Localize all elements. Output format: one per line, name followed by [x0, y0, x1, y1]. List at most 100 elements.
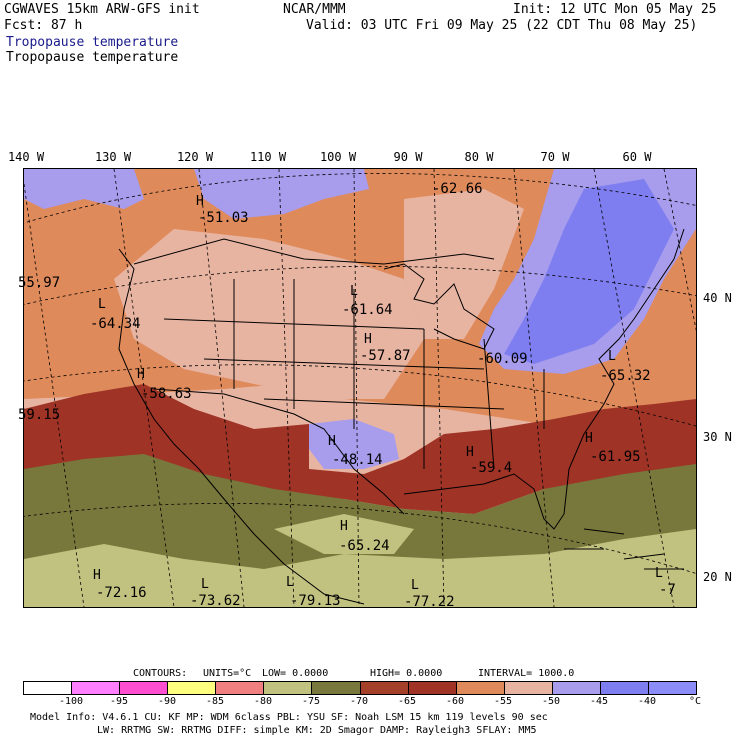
- color-scale-label: -85: [205, 696, 225, 707]
- color-scale-swatch: [360, 682, 409, 694]
- valid-time: Valid: 03 UTC Fri 09 May 25 (22 CDT Thu …: [306, 18, 698, 33]
- model-info-line: Model Info: V4.6.1 CU: KF MP: WDM 6class…: [30, 712, 548, 723]
- lon-label-120w: 120 W: [176, 150, 214, 164]
- lat-label-40n: 40 N: [703, 291, 732, 305]
- state-boundaries: [163, 279, 545, 470]
- graticule-meridian-50w: [663, 169, 696, 332]
- contours-label: CONTOURS:: [133, 668, 188, 679]
- graticule-parallel-50n: [24, 173, 696, 224]
- color-scale-label: -45: [589, 696, 609, 707]
- tropopause-temperature-map: [24, 169, 696, 607]
- center-value-11: -48.14: [332, 452, 383, 468]
- color-scale-label: -90: [157, 696, 177, 707]
- center-value-18: -77.22: [404, 594, 455, 610]
- color-scale-swatch: [456, 682, 505, 694]
- color-scale-label: -60: [445, 696, 465, 707]
- us-mexico-border: [153, 388, 405, 515]
- contours-high: HIGH= 0.0000: [370, 668, 443, 679]
- color-scale-bar: [23, 681, 697, 695]
- lon-label-110w: 110 W: [249, 150, 287, 164]
- center-value-4: -64.34: [90, 316, 141, 332]
- graticule-meridian-130w: [24, 183, 85, 607]
- color-scale-label: -95: [109, 696, 129, 707]
- center-marker-9: H: [137, 367, 145, 382]
- center-value-19: -7: [659, 582, 676, 598]
- color-scale-swatch: [600, 682, 650, 694]
- center-marker-6: H: [364, 332, 372, 347]
- graticule-meridian-70w: [513, 169, 555, 607]
- contours-interval: INTERVAL= 1000.0: [478, 668, 575, 679]
- color-scale-swatch: [24, 682, 73, 694]
- color-scale-swatch: [72, 682, 121, 694]
- graticule-parallel-20n: [24, 503, 696, 574]
- lon-label-140w: 140 W: [7, 150, 45, 164]
- shade-dark-red-band: [24, 384, 696, 514]
- lat-label-20n: 20 N: [703, 570, 732, 584]
- center-marker-8: L: [608, 349, 616, 364]
- gulf-east-coastline: [403, 228, 685, 530]
- shade-purple-pacific: [24, 169, 144, 209]
- color-scale-label: -80: [253, 696, 273, 707]
- color-scale-label: -50: [541, 696, 561, 707]
- shade-salmon-central: [114, 229, 424, 399]
- shade-khaki-gulf: [274, 514, 414, 554]
- forecast-hour: Fcst: 87 h: [4, 18, 83, 33]
- center-value-10: 59.15: [18, 407, 61, 423]
- center-value-16: -73.62: [190, 593, 241, 609]
- graticule-meridian-90w: [353, 169, 360, 607]
- center-value-14: -65.24: [339, 538, 390, 554]
- center-marker-16: L: [201, 577, 209, 592]
- center-marker-5: L: [350, 284, 358, 299]
- color-scale-swatch: [312, 682, 361, 694]
- graticule-meridian-80w: [433, 169, 445, 607]
- shade-khaki-south: [24, 529, 696, 607]
- lon-label-70w: 70 W: [540, 150, 570, 164]
- lon-label-90w: 90 W: [393, 150, 423, 164]
- center-label: NCAR/MMM: [283, 2, 346, 17]
- center-value-3: 55.97: [18, 275, 61, 291]
- center-marker-18: L: [411, 578, 419, 593]
- center-marker-4: L: [98, 297, 106, 312]
- model-title: CGWAVES 15km ARW-GFS init: [4, 2, 200, 17]
- center-value-6: -57.87: [360, 348, 411, 364]
- center-marker-11: H: [328, 434, 336, 449]
- color-scale-swatch: [649, 682, 697, 694]
- center-marker-13: H: [585, 431, 593, 446]
- us-canada-border: [133, 238, 495, 265]
- lon-label-60w: 60 W: [622, 150, 652, 164]
- shade-salmon-lakes: [404, 189, 524, 339]
- graticule-meridian-100w: [278, 169, 295, 607]
- color-scale-swatch: [408, 682, 457, 694]
- lat-label-30n: 30 N: [703, 430, 732, 444]
- center-value-13: -61.95: [590, 449, 641, 465]
- graticule-meridian-110w: [198, 169, 245, 607]
- graticule-parallel-40n: [24, 265, 696, 305]
- center-marker-14: H: [340, 519, 348, 534]
- color-scale-label: -75: [301, 696, 321, 707]
- caribbean-islands: [564, 528, 684, 570]
- field-title-contour: Tropopause temperature: [6, 50, 179, 65]
- center-value-9: -58.63: [141, 386, 192, 402]
- political-boundaries: [118, 228, 685, 605]
- center-value-2: -62.66: [432, 181, 483, 197]
- lon-label-130w: 130 W: [94, 150, 132, 164]
- color-scale-label: -65: [397, 696, 417, 707]
- center-value-5: -61.64: [342, 302, 393, 318]
- center-value-1: -51.03: [198, 210, 249, 226]
- color-scale-label: -55: [493, 696, 513, 707]
- center-marker-19: L: [655, 566, 663, 581]
- center-value-7: -60.09: [477, 351, 528, 367]
- field-title-shaded: Tropopause temperature: [6, 35, 179, 50]
- color-scale-swatch: [552, 682, 601, 694]
- shade-purple-canada: [194, 169, 369, 219]
- lon-label-100w: 100 W: [319, 150, 357, 164]
- color-scale-label: °C: [688, 696, 702, 707]
- color-scale-swatch: [120, 682, 169, 694]
- center-marker-1: H: [196, 194, 204, 209]
- center-value-8: -65.32: [600, 368, 651, 384]
- color-scale-swatch: [168, 682, 217, 694]
- shade-blue-northeast: [504, 179, 674, 364]
- color-scale-label: -40: [637, 696, 657, 707]
- contours-low: LOW= 0.0000: [262, 668, 329, 679]
- color-scale-swatch: [264, 682, 313, 694]
